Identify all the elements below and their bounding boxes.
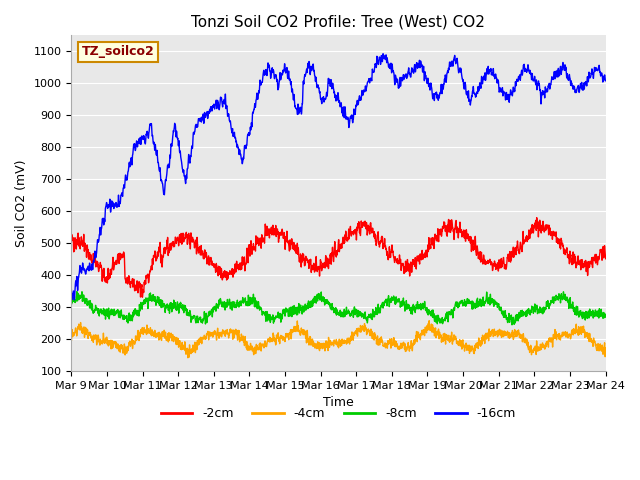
-2cm [533, 215, 541, 220]
-16cm [473, 90, 481, 96]
-8cm [73, 288, 81, 294]
-8cm [602, 314, 609, 320]
-2cm [579, 261, 587, 267]
-8cm [249, 298, 257, 304]
Legend: -2cm, -4cm, -8cm, -16cm: -2cm, -4cm, -8cm, -16cm [156, 402, 521, 425]
-4cm [573, 328, 580, 334]
Line: -4cm: -4cm [71, 321, 605, 358]
-2cm [67, 238, 75, 244]
-2cm [573, 263, 580, 268]
Line: -8cm: -8cm [71, 291, 605, 325]
-8cm [321, 295, 328, 301]
-8cm [473, 302, 481, 308]
-4cm [579, 328, 587, 334]
X-axis label: Time: Time [323, 396, 354, 409]
Text: TZ_soilco2: TZ_soilco2 [82, 46, 155, 59]
-16cm [579, 86, 587, 92]
-2cm [473, 245, 481, 251]
-8cm [508, 322, 516, 328]
-16cm [602, 78, 609, 84]
Line: -16cm: -16cm [71, 54, 605, 300]
-2cm [249, 247, 257, 253]
-16cm [380, 51, 387, 57]
-2cm [458, 234, 466, 240]
-4cm [321, 345, 328, 350]
-4cm [473, 340, 481, 346]
Title: Tonzi Soil CO2 Profile: Tree (West) CO2: Tonzi Soil CO2 Profile: Tree (West) CO2 [191, 15, 485, 30]
Y-axis label: Soil CO2 (mV): Soil CO2 (mV) [15, 159, 28, 247]
-8cm [458, 299, 466, 305]
-16cm [573, 87, 580, 93]
-16cm [70, 297, 78, 303]
-8cm [573, 309, 580, 314]
-2cm [139, 294, 147, 300]
-8cm [67, 302, 75, 308]
-16cm [249, 109, 257, 115]
-4cm [602, 345, 609, 351]
-16cm [67, 286, 75, 292]
Line: -2cm: -2cm [71, 217, 605, 297]
-4cm [249, 346, 257, 352]
-2cm [602, 256, 609, 262]
-16cm [321, 98, 328, 104]
-4cm [426, 318, 433, 324]
-16cm [458, 74, 466, 80]
-2cm [321, 262, 328, 268]
-4cm [458, 346, 466, 351]
-4cm [184, 355, 192, 360]
-8cm [579, 315, 587, 321]
-4cm [67, 337, 75, 343]
